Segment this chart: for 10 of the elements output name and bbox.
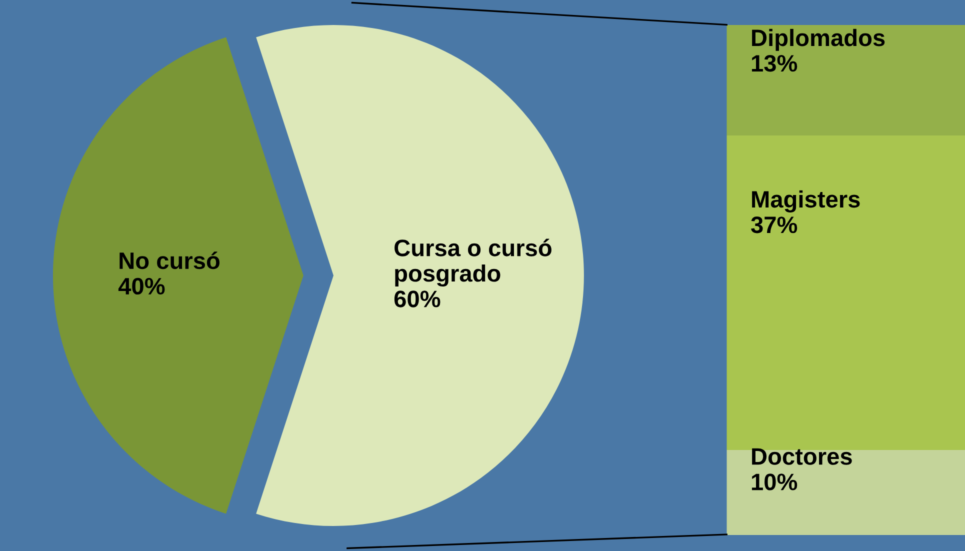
slice-label: No cursó (120, 252, 220, 270)
series-label: Diplomados (752, 28, 885, 51)
data-label: 60% (394, 290, 440, 308)
data-label: 10% (752, 474, 798, 490)
series-label: Doctores (752, 448, 852, 465)
series-label: Magisters (752, 190, 860, 212)
data-label: 13% (752, 54, 798, 72)
data-label: 37% (751, 216, 798, 234)
data-label: 40% (118, 278, 165, 295)
slice-label: Cursa o cursó posgrado (394, 238, 552, 287)
